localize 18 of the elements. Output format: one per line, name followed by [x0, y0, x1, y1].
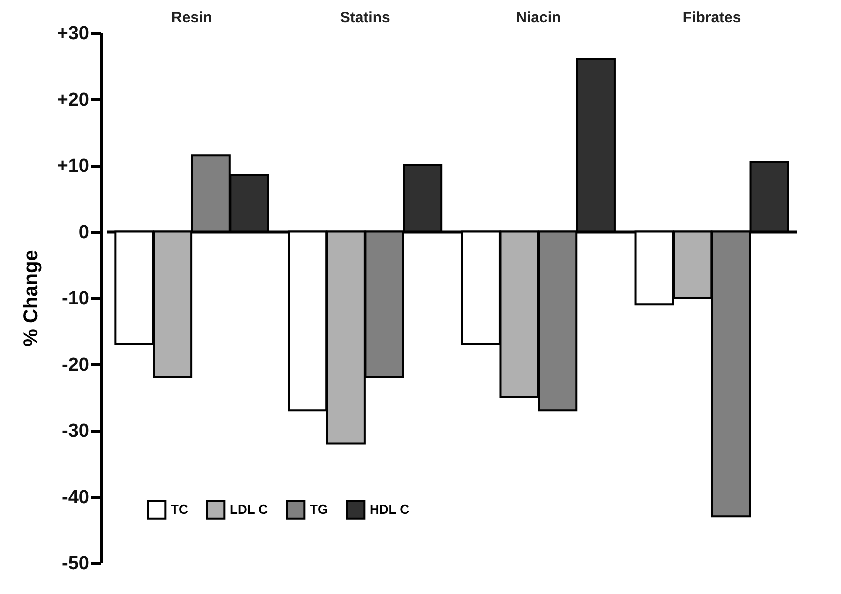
x-tick-label: Fibrates — [682, 10, 742, 26]
legend-label: TG — [310, 502, 328, 518]
legend-label: TC — [171, 502, 189, 518]
y-tick-label: -50 — [62, 554, 90, 574]
x-tick-label: Niacin — [516, 10, 562, 26]
y-tick-label: +30 — [57, 24, 90, 44]
y-axis-title: % Change — [20, 250, 42, 347]
y-tick-label: 0 — [78, 222, 90, 244]
y-tick-label: -30 — [62, 421, 90, 442]
y-tick-label: +20 — [57, 90, 90, 111]
y-tick-label: -10 — [62, 288, 90, 310]
y-tick-label: -40 — [62, 487, 90, 508]
legend-label: LDL C — [230, 502, 269, 518]
y-tick-label: +10 — [57, 156, 90, 177]
x-tick-label: Resin — [172, 10, 212, 26]
legend-label: HDL C — [370, 502, 410, 518]
y-tick-label: -20 — [62, 354, 90, 376]
x-tick-label: Statins — [340, 10, 390, 26]
